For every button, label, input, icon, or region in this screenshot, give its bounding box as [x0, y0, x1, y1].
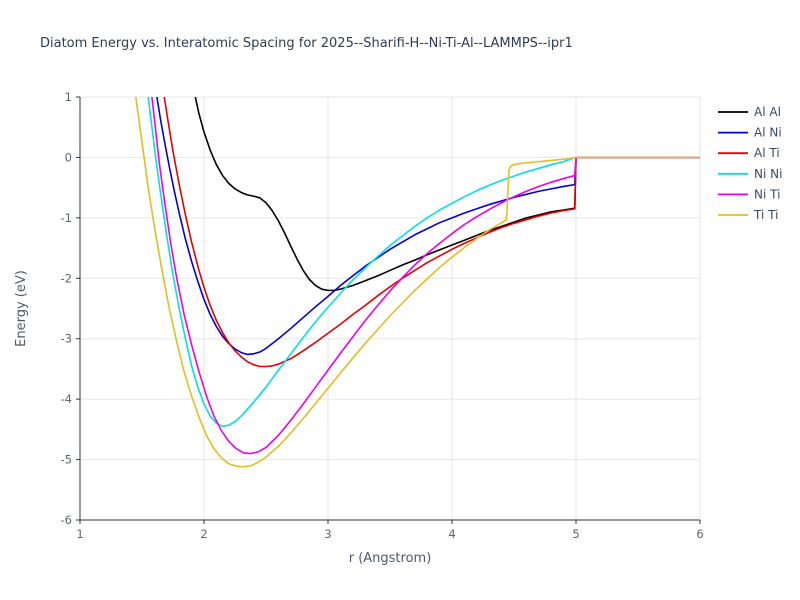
legend-label: Ni Ti — [754, 187, 780, 201]
legend: Al Al Al Ni Al Ti Ni Ni Ni Ti Ti Ti — [718, 105, 782, 222]
y-tick-label: -6 — [61, 513, 72, 527]
legend-label: Al Ti — [754, 146, 780, 160]
y-axis-title: Energy (eV) — [14, 270, 29, 347]
series-line-al-ni — [156, 97, 700, 356]
legend-label: Al Al — [754, 105, 781, 119]
legend-entry-al-al: Al Al — [718, 105, 781, 119]
x-axis-title: r (Angstrom) — [349, 551, 432, 566]
y-tick-label: -3 — [61, 332, 72, 346]
legend-entry-ti-ti: Ti Ti — [718, 208, 778, 222]
x-tick-label: 6 — [696, 527, 703, 541]
y-tick-label: -4 — [61, 392, 72, 406]
legend-entry-ni-ti: Ni Ti — [718, 187, 780, 201]
legend-label: Ti Ti — [753, 208, 778, 222]
y-tick-label: 0 — [65, 150, 72, 164]
x-tick-label: 1 — [76, 527, 83, 541]
x-tick-label: 3 — [324, 527, 331, 541]
series-line-al-al — [194, 97, 700, 292]
y-tick-label: -5 — [61, 453, 72, 467]
legend-entry-al-ni: Al Ni — [718, 126, 782, 140]
series-line-ni-ni — [147, 97, 700, 428]
legend-entry-ni-ni: Ni Ni — [718, 167, 782, 181]
legend-label: Al Ni — [754, 126, 782, 140]
y-tick-label: 1 — [65, 90, 72, 104]
x-tick-label: 5 — [572, 527, 579, 541]
chart-title: Diatom Energy vs. Interatomic Spacing fo… — [40, 36, 573, 51]
x-tick-label: 4 — [448, 527, 455, 541]
legend-label: Ni Ni — [754, 167, 782, 181]
y-tick-label: -1 — [61, 211, 72, 225]
series-line-al-ti — [163, 97, 700, 368]
legend-entry-al-ti: Al Ti — [718, 146, 780, 160]
series-line-ti-ti — [135, 97, 700, 468]
series-line-ni-ti — [151, 97, 700, 455]
x-tick-label: 2 — [200, 527, 207, 541]
y-tick-label: -2 — [61, 271, 72, 285]
series-group — [135, 97, 700, 468]
